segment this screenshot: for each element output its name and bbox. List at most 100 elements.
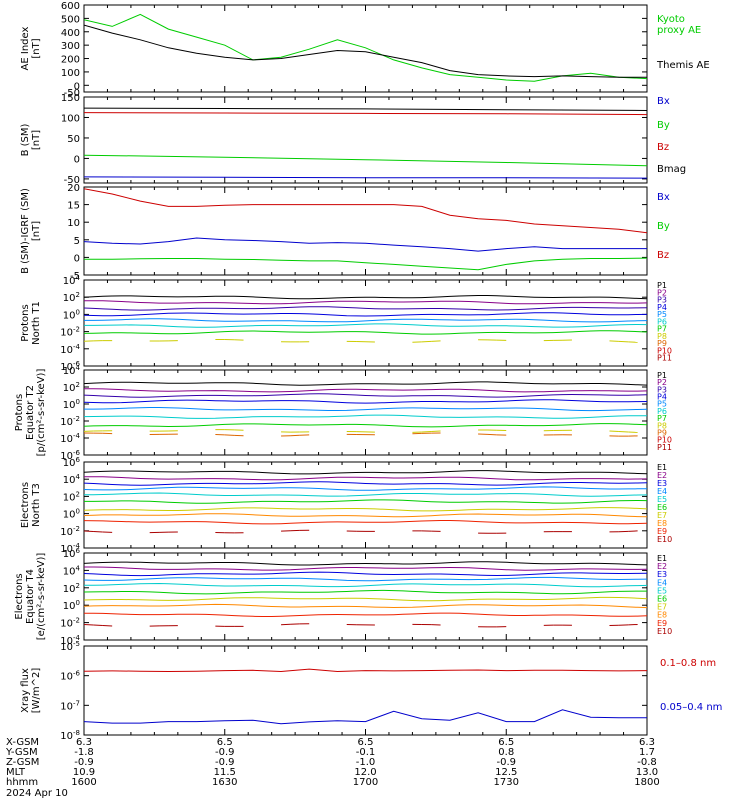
y-axis-label: North T3: [31, 483, 42, 527]
legend-entry: E5: [657, 495, 667, 504]
legend-entry: E2: [657, 562, 667, 571]
legend-entry: P11: [657, 443, 672, 452]
x-row-value: 1730: [494, 777, 519, 788]
legend-entry: P1: [657, 281, 667, 290]
x-row-value: 12.5: [495, 767, 517, 778]
y-tick-label: 0: [74, 81, 80, 92]
x-row-value: 1.7: [639, 747, 655, 758]
series-line-0-05-0-4-nm: [84, 709, 647, 725]
x-row-label: X-GSM: [6, 737, 39, 748]
series-line-e9: [84, 520, 647, 525]
y-tick-label: -50: [64, 88, 80, 99]
x-row-value: 1630: [212, 777, 237, 788]
series-line-p6: [84, 323, 647, 328]
x-row-value: -0.9: [215, 757, 235, 768]
x-row-value: -0.9: [496, 757, 516, 768]
panel-frame: [83, 4, 648, 93]
y-tick-label: -5: [70, 271, 80, 282]
y-axis-label: Equator T2: [25, 385, 36, 440]
y-tick-label: 106: [63, 547, 81, 560]
legend-entry: P7: [657, 414, 667, 423]
legend-entry: E10: [657, 535, 672, 544]
x-row-value: -0.9: [215, 747, 235, 758]
x-row-value: 6.5: [217, 737, 233, 748]
legend-entry: Themis AE: [656, 60, 710, 71]
legend-entry: 0.05–0.4 nm: [660, 702, 722, 713]
x-row-value: 13.0: [636, 767, 658, 778]
y-axis-label: Protons: [20, 304, 31, 341]
legend-entry: E5: [657, 586, 667, 595]
legend-entry: P6: [657, 317, 667, 326]
x-row-label: Z-GSM: [6, 757, 39, 768]
x-axis-annotations: X-GSM 6.3 6.5 6.5 6.5 6.3Y-GSM -1.8 -0.9 -0.1 0.8…: [5, 737, 660, 799]
legend-entry: Bz: [657, 142, 669, 153]
y-tick-label: 102: [63, 381, 80, 394]
series-line-by: [84, 257, 647, 271]
x-row-value: 1800: [634, 777, 659, 788]
y-tick-label: 106: [63, 456, 81, 469]
x-row-value: 6.5: [498, 737, 514, 748]
legend-entry: P4: [657, 303, 667, 312]
series-line-e10: [93, 624, 103, 627]
series-line-p1: [84, 295, 647, 300]
legend-entry: Kyoto proxy AE: [657, 14, 701, 36]
legend-entry: By: [657, 120, 670, 131]
x-row-value: -1.8: [74, 747, 94, 758]
series-line-p8: [609, 340, 619, 342]
legend-entry: E6: [657, 503, 667, 512]
series-line-p5: [84, 318, 647, 323]
legend-entry: P2: [657, 288, 667, 297]
y-tick-label: 10-7: [60, 699, 80, 712]
legend-entry: E6: [657, 595, 667, 604]
series-line-e10: [93, 530, 103, 533]
series-line-e7: [84, 507, 647, 512]
y-tick-label: 10-6: [60, 670, 80, 683]
x-row-value: 11.5: [214, 767, 236, 778]
x-row-value: 1700: [353, 777, 378, 788]
y-axis-label: [p/(cm²-s-sr-keV)]: [36, 369, 47, 457]
legend-entry: E4: [657, 487, 667, 496]
series-line-bx: [84, 176, 647, 179]
y-tick-label: 20: [67, 183, 80, 194]
legend-entry: P10: [657, 346, 672, 355]
series-line-p8: [431, 340, 441, 342]
y-tick-label: 0: [74, 253, 80, 264]
series-line-e9: [84, 612, 647, 617]
y-tick-label: 10-2: [60, 617, 80, 630]
legend-entry: E7: [657, 511, 667, 520]
y-tick-label: -50: [64, 175, 80, 186]
legend-entry: E8: [657, 519, 667, 528]
series-line-p8: [431, 430, 441, 433]
x-row-value: 6.5: [358, 737, 374, 748]
y-tick-label: 5: [74, 236, 80, 247]
series-line-e5: [84, 492, 647, 497]
series-line-p3: [84, 306, 647, 311]
legend-entry: P8: [657, 332, 667, 341]
legend-entry: P8: [657, 421, 667, 430]
legend-entry: Bx: [657, 192, 670, 203]
panel-frame: [83, 186, 648, 276]
panel-2: 150 100 50 0 -50 B (SM) [nT] Bx By Bz Bmag: [20, 93, 686, 186]
legend-entry: E1: [657, 463, 667, 472]
y-axis-label: B (SM): [20, 123, 31, 156]
legend-entry: Bx: [657, 96, 670, 107]
y-tick-label: 50: [67, 134, 80, 145]
y-tick-label: 100: [63, 508, 80, 521]
x-row-value: -1.0: [356, 757, 376, 768]
y-axis-label: AE Index: [20, 26, 31, 70]
legend-entry: P5: [657, 310, 667, 319]
series-line-e6: [84, 499, 647, 504]
legend-entry: E3: [657, 570, 667, 579]
series-line-p7: [84, 330, 647, 335]
series-line-e7: [84, 596, 647, 602]
legend-entry: E8: [657, 611, 667, 620]
series-line-p3: [84, 393, 647, 398]
series-line-bz: [84, 188, 647, 234]
y-tick-label: 102: [63, 490, 80, 503]
x-row-value: -0.1: [356, 747, 376, 758]
x-row-value: 1600: [71, 777, 96, 788]
panel-frame: [83, 552, 648, 641]
legend-entry: P7: [657, 325, 667, 334]
